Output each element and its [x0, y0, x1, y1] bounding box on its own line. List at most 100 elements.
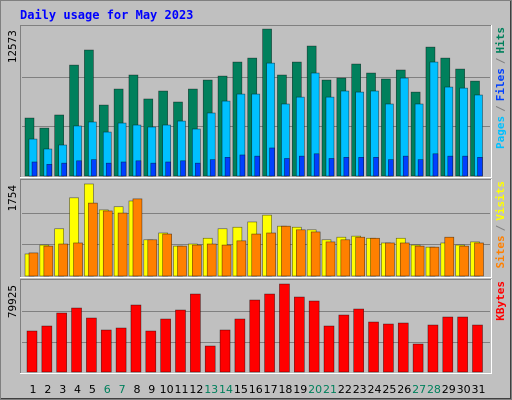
x-tick-label: 19: [293, 383, 307, 396]
x-tick-label: 5: [89, 383, 96, 396]
bar: [284, 158, 290, 177]
x-tick-label: 6: [104, 383, 111, 396]
legend-entry: Hits: [494, 27, 507, 54]
bar: [165, 161, 171, 177]
bar: [135, 160, 142, 177]
bar: [295, 229, 306, 277]
bar: [414, 245, 425, 277]
bar: [397, 322, 409, 373]
bar: [177, 245, 187, 277]
bar: [298, 155, 305, 177]
bar: [358, 157, 365, 177]
bar: [46, 164, 53, 177]
bar: [269, 147, 275, 177]
x-tick-label: 20: [308, 383, 322, 396]
bar: [234, 318, 246, 373]
bar: [343, 157, 350, 177]
bar: [206, 243, 217, 277]
x-tick-label: 3: [59, 383, 66, 396]
bar: [150, 162, 157, 177]
x-tick-label: 2: [44, 383, 51, 396]
bar: [221, 244, 232, 277]
bar: [254, 155, 261, 177]
y-tick-label: 12573: [6, 30, 19, 63]
bar: [383, 323, 394, 373]
y-tick-label: 79925: [6, 285, 19, 318]
bar: [190, 293, 201, 373]
bar: [204, 345, 216, 373]
bar: [224, 157, 231, 177]
bar: [31, 161, 38, 177]
bar: [412, 343, 424, 373]
bar: [462, 155, 468, 177]
bar: [73, 242, 83, 277]
bar: [266, 232, 276, 277]
bar: [429, 246, 440, 277]
legend: Sites / Visits: [494, 181, 507, 269]
x-tick-label: 22: [338, 383, 352, 396]
bar: [192, 244, 202, 277]
y-tick-label: 1754: [6, 185, 19, 212]
bar: [28, 252, 39, 277]
bar: [368, 321, 379, 373]
legend-entry: Files: [494, 68, 507, 101]
bar: [180, 160, 186, 177]
bar: [100, 329, 112, 373]
bar: [281, 225, 291, 277]
bar: [444, 236, 455, 277]
x-tick-label: 28: [427, 383, 441, 396]
legend: KBytes: [494, 281, 507, 321]
bar: [91, 159, 97, 177]
x-tick-label: 17: [264, 383, 278, 396]
bar: [120, 161, 127, 177]
bar: [249, 299, 261, 373]
x-tick-label: 25: [382, 383, 396, 396]
bar: [477, 157, 483, 177]
x-tick-label: 13: [204, 383, 218, 396]
bar: [195, 162, 201, 177]
bar: [427, 324, 439, 373]
x-tick-label: 16: [249, 383, 263, 396]
bar: [447, 155, 454, 177]
x-tick-label: 29: [442, 383, 456, 396]
legend-separator: /: [494, 105, 507, 112]
bar: [340, 239, 351, 277]
x-tick-label: 1: [30, 383, 37, 396]
bar: [338, 314, 350, 373]
bar: [432, 153, 439, 177]
bar: [251, 233, 262, 277]
bar: [373, 157, 379, 177]
bar: [236, 240, 247, 277]
bar: [58, 243, 69, 277]
bar: [474, 242, 484, 277]
bar: [417, 159, 424, 177]
x-tick-label: 21: [323, 383, 337, 396]
bar: [308, 300, 320, 373]
bar: [442, 316, 454, 373]
bar: [310, 231, 321, 277]
bar: [239, 154, 246, 177]
bar: [132, 198, 143, 277]
legend-entry: Sites: [494, 235, 507, 268]
bar: [388, 159, 394, 177]
bar: [219, 329, 231, 373]
bar: [457, 316, 468, 373]
bar: [105, 162, 112, 177]
bar: [130, 304, 142, 373]
x-tick-label: 11: [175, 383, 189, 396]
x-tick-label: 8: [133, 383, 140, 396]
x-tick-label: 4: [74, 383, 81, 396]
bar: [41, 325, 53, 373]
bar: [353, 308, 365, 373]
bar: [26, 330, 38, 373]
bar: [160, 318, 171, 373]
bar: [76, 160, 82, 177]
bar: [145, 330, 157, 373]
legend: Pages / Files / Hits: [494, 27, 507, 149]
bar: [399, 242, 410, 277]
bar: [147, 239, 158, 277]
bar: [293, 296, 305, 373]
legend-separator: /: [494, 57, 507, 64]
x-tick-label: 14: [219, 383, 233, 396]
